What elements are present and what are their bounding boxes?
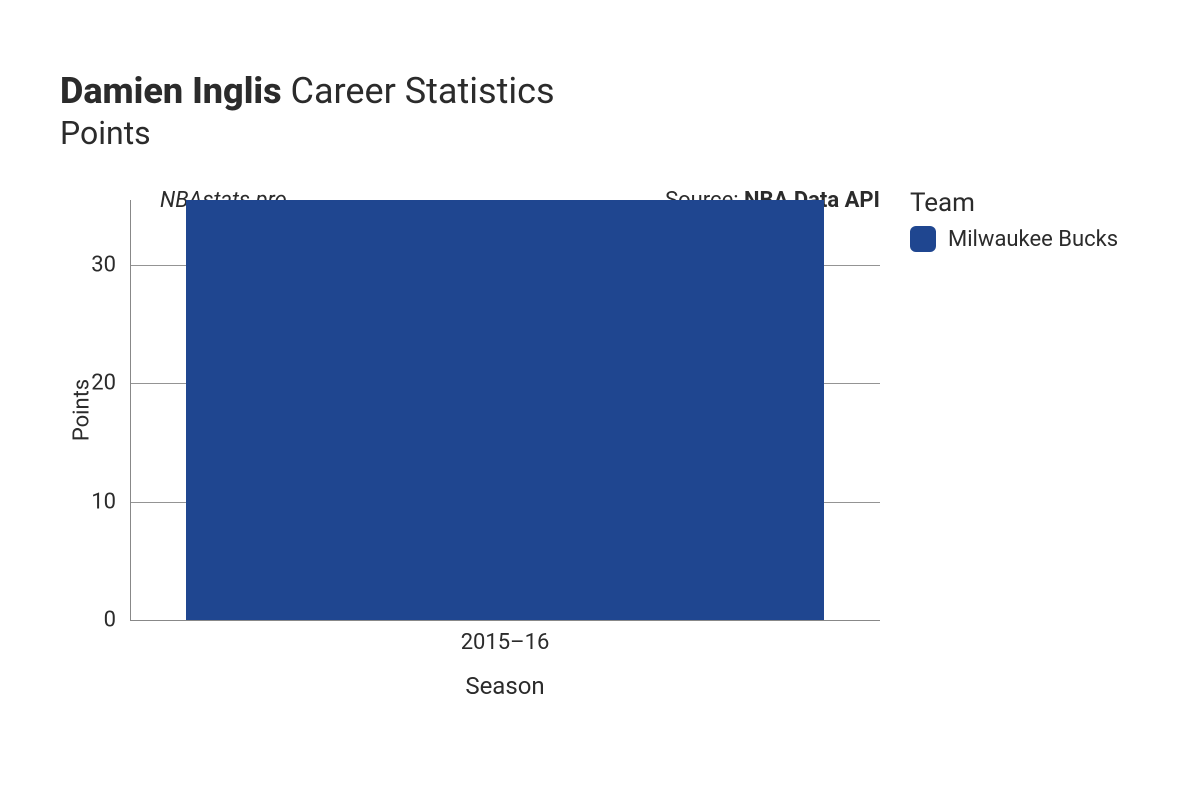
y-tick-label: 0 [104,608,116,633]
chart-subtitle: Points [60,114,1160,152]
x-axis-line [130,620,880,621]
chart-container: Damien Inglis Career Statistics Points N… [0,0,1200,800]
legend-swatch [910,226,936,252]
player-name: Damien Inglis [60,70,282,112]
legend-title: Team [910,188,1118,218]
title-block: Damien Inglis Career Statistics Points [60,70,1160,152]
title-suffix: Career Statistics [291,70,555,112]
chart-title: Damien Inglis Career Statistics [60,70,1160,112]
y-tick-label: 20 [91,371,116,396]
y-tick-label: 30 [91,253,116,278]
legend-item-label: Milwaukee Bucks [948,227,1118,252]
chart-area: NBAstats.pro Source: NBA Data API Points… [60,200,1140,760]
bar [186,200,824,620]
y-tick-label: 10 [91,489,116,514]
plot-region: Points Season 01020302015–16 [130,200,880,620]
x-tick-label: 2015–16 [461,630,550,655]
legend: Team Milwaukee Bucks [910,188,1118,252]
y-axis-line [130,200,131,620]
legend-item: Milwaukee Bucks [910,226,1118,252]
legend-items: Milwaukee Bucks [910,226,1118,252]
x-axis-title: Season [465,672,544,700]
